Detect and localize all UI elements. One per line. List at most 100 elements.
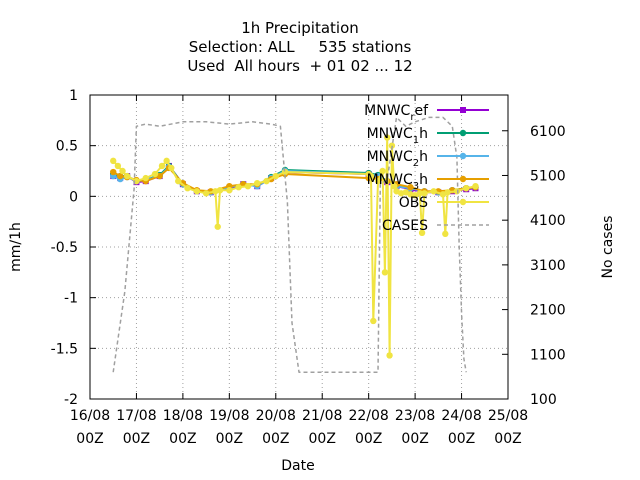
y-tick-label: 0 <box>69 189 78 205</box>
data-point <box>151 170 159 178</box>
data-point <box>416 190 423 197</box>
y-tick-label: 0.5 <box>56 139 78 155</box>
y2-tick-label: 4100 <box>530 213 566 229</box>
x-tick-label-time: 00Z <box>309 431 336 447</box>
x-tick-label-date: 16/08 <box>70 408 110 424</box>
data-point <box>430 188 437 195</box>
data-point <box>110 157 117 165</box>
y-tick-label: -0.5 <box>51 240 78 256</box>
x-tick-label-date: 24/08 <box>441 408 481 424</box>
x-tick-label-date: 23/08 <box>395 408 435 424</box>
data-point <box>202 190 210 197</box>
data-point <box>119 167 126 175</box>
data-point <box>272 172 279 180</box>
x-tick-label-time: 00Z <box>216 431 243 447</box>
data-point <box>391 183 398 190</box>
chart-title-line-3: Used All hours + 01 02 ... 12 <box>187 57 412 75</box>
y2-tick-label: 5100 <box>530 168 566 184</box>
series-layer <box>110 116 479 373</box>
data-point <box>453 188 461 195</box>
legend-label: OBS <box>399 195 428 211</box>
data-point <box>142 174 149 182</box>
data-point <box>472 183 479 190</box>
data-point <box>367 172 375 180</box>
chart-title-line-2: Selection: ALL 535 stations <box>189 38 412 56</box>
legend: MNWCref MNWC1h MNWC2h MNWC3h OBS CASES <box>364 103 489 234</box>
data-point <box>442 230 449 238</box>
axes: 1 0.5 0 -0.5 -1 -1.5 -2 6100 5100 4100 3100 2100 110… <box>51 88 566 447</box>
y-axis-label: mm/1h <box>8 222 24 272</box>
legend-label: MNWC2h <box>367 149 428 169</box>
legend-label: MNWC3h <box>367 172 428 192</box>
legend-label: MNWC1h <box>367 126 428 146</box>
data-point <box>193 188 201 195</box>
data-point <box>214 223 221 230</box>
y2-tick-label: 100 <box>530 392 557 408</box>
data-point <box>281 168 289 176</box>
data-point <box>421 190 428 197</box>
x-tick-label-date: 18/08 <box>163 408 203 424</box>
legend-label: CASES <box>382 218 428 234</box>
data-point <box>168 164 175 172</box>
y-tick-label: -2 <box>64 392 78 408</box>
x-tick-label-time: 00Z <box>355 431 382 447</box>
data-point <box>444 189 451 196</box>
x-tick-label-time: 00Z <box>401 431 428 447</box>
y-tick-label: 1 <box>69 88 78 104</box>
series-line-cases <box>112 116 467 373</box>
data-point <box>226 187 233 194</box>
y2-tick-label: 6100 <box>530 124 566 140</box>
data-point <box>163 157 170 165</box>
data-point <box>123 172 131 180</box>
data-point <box>384 134 391 141</box>
data-point <box>110 168 117 176</box>
data-point <box>116 172 124 180</box>
data-point <box>463 185 470 192</box>
data-point <box>175 177 182 185</box>
data-point <box>379 167 386 175</box>
y2-axis-label: No cases <box>600 216 616 279</box>
x-axis-label: Date <box>281 458 314 474</box>
x-tick-label-time: 00Z <box>123 431 150 447</box>
x-tick-label-date: 19/08 <box>209 408 249 424</box>
data-point <box>244 183 252 190</box>
x-tick-label-time: 00Z <box>262 431 289 447</box>
data-point <box>114 162 122 170</box>
data-point <box>386 352 393 359</box>
legend-label: MNWCref <box>364 103 429 123</box>
x-tick-label-time: 00Z <box>76 431 103 447</box>
x-tick-label-time: 00Z <box>494 431 521 447</box>
data-point <box>216 187 224 194</box>
data-point <box>158 162 166 170</box>
data-point <box>370 317 377 325</box>
legend-marker <box>460 107 466 113</box>
x-tick-label-date: 21/08 <box>302 408 342 424</box>
y-tick-label: -1.5 <box>51 341 78 357</box>
legend-marker <box>459 175 467 183</box>
legend-marker <box>459 129 467 137</box>
data-point <box>418 229 426 237</box>
x-tick-label-time: 00Z <box>169 431 196 447</box>
legend-marker <box>459 198 467 206</box>
grid-lines <box>90 95 508 399</box>
data-point <box>381 269 389 276</box>
data-point <box>184 185 191 192</box>
data-point <box>263 177 270 185</box>
data-point <box>388 142 396 149</box>
x-tick-label-date: 22/08 <box>348 408 388 424</box>
chart-title-line-1: 1h Precipitation <box>241 19 359 37</box>
data-point <box>254 179 261 187</box>
data-point <box>374 177 382 185</box>
x-tick-label-time: 00Z <box>448 431 475 447</box>
y2-tick-label: 1100 <box>530 347 566 363</box>
x-tick-label-date: 17/08 <box>116 408 156 424</box>
y2-tick-label: 3100 <box>530 258 566 274</box>
legend-marker <box>459 152 467 160</box>
x-tick-label-date: 20/08 <box>256 408 296 424</box>
y-tick-label: -1 <box>64 291 78 307</box>
x-tick-label-date: 25/08 <box>488 408 528 424</box>
y2-tick-label: 2100 <box>530 303 566 319</box>
data-point <box>407 184 414 191</box>
data-point <box>235 184 242 191</box>
